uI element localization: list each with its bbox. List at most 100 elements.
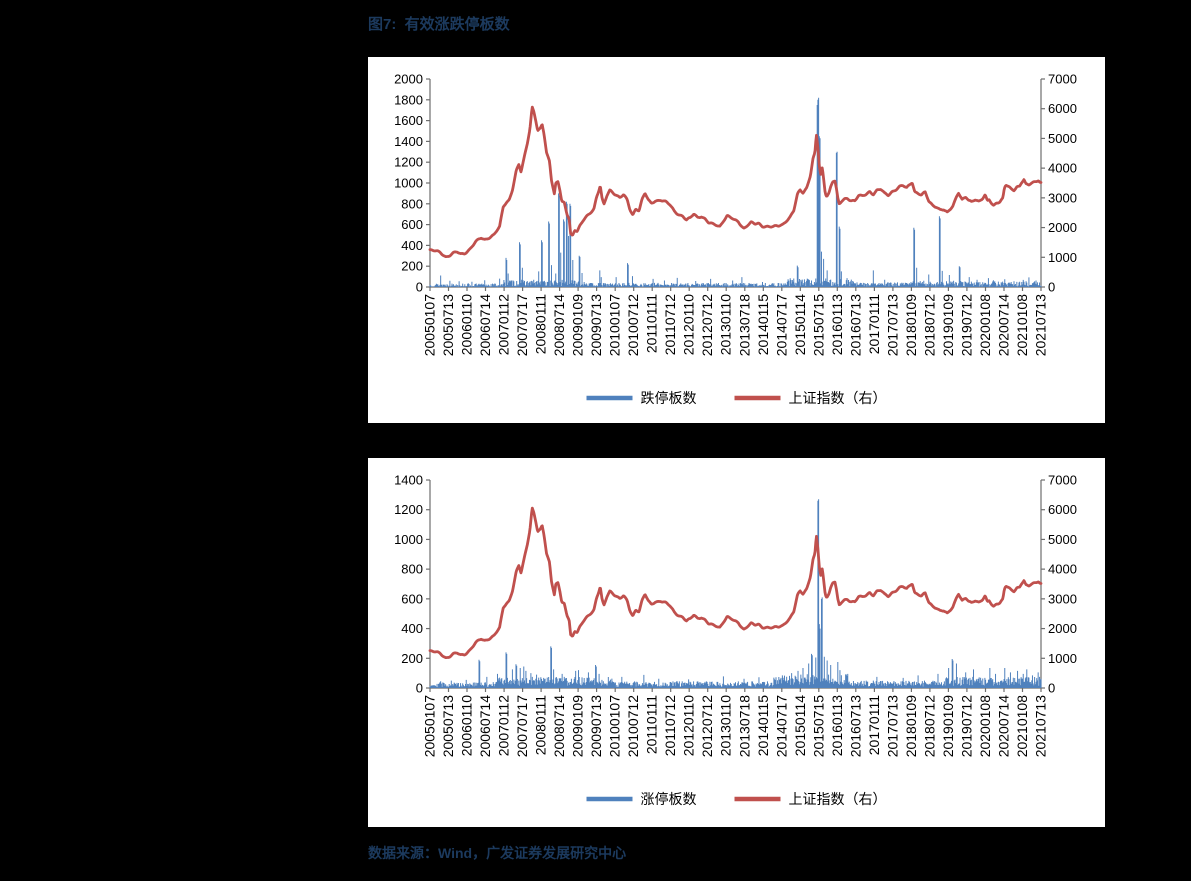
- y-axis-right: 0 1000 2000 3000 4000 5000 6000 7000: [1040, 473, 1077, 696]
- svg-text:20150715: 20150715: [810, 294, 826, 357]
- svg-text:0: 0: [416, 681, 423, 696]
- y-axis-left: 0 200 400 600 800 1000 1200 1400 1600 1800 2000: [394, 72, 431, 295]
- svg-text:7000: 7000: [1048, 72, 1077, 87]
- svg-text:1400: 1400: [394, 473, 423, 488]
- svg-text:20140115: 20140115: [755, 294, 771, 355]
- limit-down-chart: 0 200 400 600 800 1000 1200 1400 1600 1800 2000 0 10…: [368, 57, 1105, 423]
- svg-text:20200714: 20200714: [996, 695, 1012, 758]
- svg-text:20190109: 20190109: [940, 695, 956, 758]
- svg-text:400: 400: [401, 621, 423, 636]
- svg-text:20170713: 20170713: [884, 294, 900, 357]
- svg-text:20140115: 20140115: [755, 695, 771, 756]
- svg-text:3000: 3000: [1048, 190, 1077, 205]
- svg-text:20100107: 20100107: [607, 695, 623, 758]
- line-series: [428, 105, 1043, 259]
- svg-text:20090713: 20090713: [588, 695, 604, 758]
- svg-text:20100107: 20100107: [607, 294, 623, 357]
- svg-text:3000: 3000: [1048, 591, 1077, 606]
- svg-text:20080111: 20080111: [533, 294, 549, 354]
- svg-text:2000: 2000: [1048, 621, 1077, 636]
- svg-text:20200714: 20200714: [996, 294, 1012, 357]
- svg-text:20110111: 20110111: [644, 294, 660, 353]
- svg-text:20180109: 20180109: [903, 294, 919, 357]
- svg-text:20070717: 20070717: [514, 695, 530, 758]
- svg-text:20200108: 20200108: [977, 294, 993, 357]
- svg-text:20210713: 20210713: [1033, 294, 1049, 357]
- y-axis-left: 0 200 400 600 800 1000 1200 1400: [394, 473, 431, 696]
- svg-text:20080714: 20080714: [551, 294, 567, 357]
- svg-text:20130110: 20130110: [718, 294, 734, 355]
- x-axis: 20050107 20050713 20060110 20060714 20070112…: [422, 286, 1049, 357]
- svg-text:20120712: 20120712: [699, 294, 715, 357]
- svg-text:20120712: 20120712: [699, 695, 715, 758]
- svg-text:20070112: 20070112: [496, 294, 512, 355]
- svg-text:2000: 2000: [394, 72, 423, 87]
- legend: 涨停板数 上证指数（右）: [586, 791, 887, 807]
- line-series: [428, 506, 1043, 660]
- svg-text:20070112: 20070112: [496, 695, 512, 756]
- chart-panel-limit-up: 0 200 400 600 800 1000 1200 1400 0 1000 2000 3000 40…: [368, 458, 1105, 827]
- svg-text:800: 800: [401, 196, 423, 211]
- svg-text:20060714: 20060714: [477, 695, 493, 758]
- y-axis-right: 0 1000 2000 3000 4000 5000 6000 7000: [1040, 72, 1077, 295]
- svg-text:1600: 1600: [394, 113, 423, 128]
- svg-text:20180712: 20180712: [921, 294, 937, 357]
- svg-text:20050713: 20050713: [440, 294, 456, 357]
- svg-text:1200: 1200: [394, 502, 423, 517]
- svg-text:20160713: 20160713: [847, 695, 863, 758]
- svg-text:20190712: 20190712: [958, 695, 974, 758]
- svg-text:0: 0: [1048, 280, 1055, 295]
- svg-text:20120110: 20120110: [681, 294, 697, 355]
- svg-text:20160713: 20160713: [847, 294, 863, 357]
- svg-text:20130110: 20130110: [718, 695, 734, 756]
- svg-text:200: 200: [401, 651, 423, 666]
- svg-text:20150114: 20150114: [792, 695, 808, 756]
- svg-text:20090713: 20090713: [588, 294, 604, 357]
- bar-series: [429, 97, 1042, 287]
- svg-text:0: 0: [416, 280, 423, 295]
- svg-text:1000: 1000: [394, 176, 423, 191]
- svg-text:20140717: 20140717: [773, 695, 789, 758]
- svg-text:上证指数（右）: 上证指数（右）: [789, 791, 887, 807]
- svg-text:20120110: 20120110: [681, 695, 697, 756]
- svg-text:20060110: 20060110: [459, 695, 475, 756]
- x-axis: 20050107 20050713 20060110 20060714 20070112…: [422, 687, 1049, 758]
- svg-text:20200108: 20200108: [977, 695, 993, 758]
- svg-text:20050107: 20050107: [422, 695, 438, 758]
- svg-text:跌停板数: 跌停板数: [641, 390, 697, 406]
- svg-text:20170713: 20170713: [884, 695, 900, 758]
- svg-text:上证指数（右）: 上证指数（右）: [789, 390, 887, 406]
- svg-text:5000: 5000: [1048, 532, 1077, 547]
- data-source-note: 数据来源：Wind，广发证券发展研究中心: [368, 845, 627, 861]
- svg-text:20090109: 20090109: [570, 294, 586, 357]
- svg-text:20110712: 20110712: [662, 695, 678, 756]
- svg-text:1400: 1400: [394, 134, 423, 149]
- chart-panel-limit-down: 0 200 400 600 800 1000 1200 1400 1600 1800 2000 0 10…: [368, 57, 1105, 423]
- svg-text:5000: 5000: [1048, 131, 1077, 146]
- svg-text:20210713: 20210713: [1033, 695, 1049, 758]
- svg-text:4000: 4000: [1048, 161, 1077, 176]
- svg-text:20210108: 20210108: [1014, 294, 1030, 357]
- svg-text:20210108: 20210108: [1014, 695, 1030, 758]
- svg-text:20160113: 20160113: [829, 695, 845, 756]
- svg-text:20060714: 20060714: [477, 294, 493, 357]
- svg-text:400: 400: [401, 238, 423, 253]
- svg-text:20110712: 20110712: [662, 294, 678, 355]
- svg-text:1800: 1800: [394, 92, 423, 107]
- svg-text:20070717: 20070717: [514, 294, 530, 357]
- svg-text:2000: 2000: [1048, 220, 1077, 235]
- svg-text:20100712: 20100712: [625, 695, 641, 758]
- svg-text:20050713: 20050713: [440, 695, 456, 758]
- svg-text:20190109: 20190109: [940, 294, 956, 357]
- legend: 跌停板数 上证指数（右）: [586, 390, 887, 406]
- svg-text:4000: 4000: [1048, 562, 1077, 577]
- svg-text:20130718: 20130718: [736, 294, 752, 357]
- svg-text:20060110: 20060110: [459, 294, 475, 355]
- svg-text:1200: 1200: [394, 155, 423, 170]
- svg-text:20090109: 20090109: [570, 695, 586, 758]
- svg-text:20050107: 20050107: [422, 294, 438, 357]
- svg-text:涨停板数: 涨停板数: [641, 791, 697, 807]
- svg-text:20080714: 20080714: [551, 695, 567, 758]
- svg-text:20150114: 20150114: [792, 294, 808, 355]
